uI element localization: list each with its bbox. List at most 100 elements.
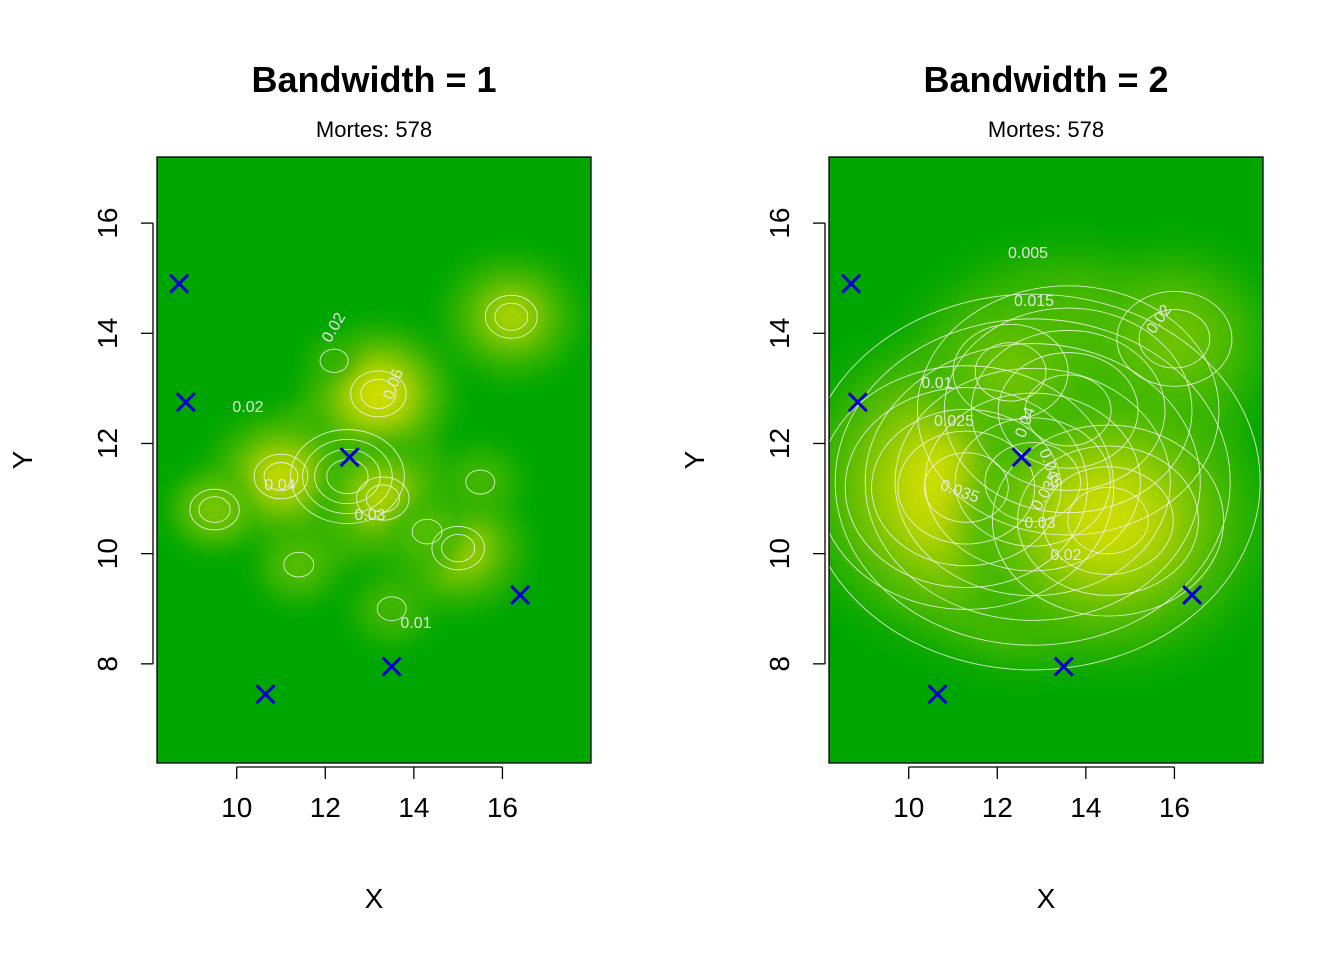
contour-line [290, 429, 405, 525]
density-blob [325, 353, 343, 369]
contour-line [253, 453, 309, 500]
x-tick-label: 14 [1070, 792, 1101, 823]
contour-line [871, 408, 1062, 567]
contour-lines [189, 294, 538, 622]
contour-line [494, 302, 529, 331]
x-tick-label: 12 [982, 792, 1013, 823]
x-tick-label: 10 [893, 792, 924, 823]
contour-line [319, 348, 349, 373]
contour-line [943, 307, 1193, 514]
panel-subtitle: Mortes: 578 [316, 117, 432, 142]
contour-line [360, 378, 397, 409]
contour-label: 0.025 [934, 413, 974, 430]
contour-lines [829, 285, 1261, 671]
y-tick-label: 14 [92, 318, 123, 349]
contour-label: 0.02 [1050, 547, 1081, 564]
contour-line [916, 285, 1220, 536]
panel-title: Bandwidth = 1 [251, 59, 496, 100]
x-tick-label: 10 [221, 792, 252, 823]
panel-subtitle: Mortes: 578 [988, 117, 1104, 142]
density-blob [270, 466, 292, 487]
contour-line [974, 342, 1047, 402]
contour-line [894, 367, 1171, 597]
contour-line [952, 323, 1069, 420]
contour-line [897, 430, 1036, 545]
density-panel-bandwidth-2: Bandwidth = 2 Mortes: 578 0.005 0.015 0.02… [679, 59, 1264, 914]
pump-marker [927, 684, 948, 705]
y-axis: 8 10 12 14 16 [764, 208, 826, 672]
contour-line [376, 596, 407, 622]
contour-line [834, 318, 1231, 646]
contour-line [1042, 466, 1174, 575]
pump-marker [175, 392, 196, 413]
y-tick-label: 10 [764, 538, 795, 569]
contour-line [365, 484, 400, 513]
y-axis-label: Y [7, 450, 38, 469]
contour-line [991, 424, 1225, 617]
density-blob [991, 354, 1030, 390]
contour-line [1017, 445, 1199, 596]
x-tick-label: 16 [487, 792, 518, 823]
contour-line [1067, 487, 1149, 555]
pump-marker [510, 584, 531, 606]
density-blob [383, 600, 401, 617]
pump-marker [381, 656, 402, 677]
plot-frame [828, 156, 1264, 764]
density-blob [205, 500, 225, 519]
pump-marker [1011, 447, 1032, 468]
contour-line [314, 449, 381, 505]
contour-label: 0.005 [1008, 245, 1048, 262]
contour-label: 0.04 [264, 477, 295, 494]
pump-marker [847, 392, 868, 413]
y-tick-label: 16 [92, 208, 123, 239]
density-blob [418, 523, 437, 540]
x-tick-label: 12 [310, 792, 341, 823]
x-tick-label: 14 [398, 792, 429, 823]
plot-frame [156, 156, 592, 764]
pump-marker [1182, 584, 1203, 606]
contour-line [198, 496, 231, 523]
density-blob [289, 556, 308, 573]
contour-line [431, 526, 485, 571]
contour-label: 0.03 [354, 507, 385, 524]
density-blob [367, 383, 390, 405]
y-tick-label: 8 [92, 656, 123, 672]
contour-line [465, 469, 496, 495]
contour-line [984, 442, 1081, 522]
pump-marker [841, 273, 862, 294]
y-axis: 8 10 12 14 16 [92, 208, 154, 672]
x-axis-label: X [1037, 883, 1056, 914]
contour-line [283, 551, 315, 578]
contour-label: 0.02 [232, 399, 263, 416]
density-blob [501, 307, 522, 327]
x-axis-label: X [365, 883, 384, 914]
contour-label: 0.01 [921, 375, 952, 392]
y-tick-label: 14 [764, 318, 795, 349]
contour-line [923, 452, 1009, 523]
pump-marker [169, 273, 190, 294]
contour-line [1138, 309, 1211, 369]
contour-line [263, 462, 299, 491]
density-blob [1155, 321, 1194, 357]
contour-line [411, 518, 443, 545]
contour-line [997, 352, 1139, 469]
contour-line [829, 293, 1261, 671]
y-tick-label: 12 [92, 428, 123, 459]
contour-line [484, 294, 538, 339]
density-blob [372, 489, 394, 509]
contour-label: 0.01 [400, 615, 431, 632]
contour-line [350, 370, 407, 418]
y-axis-label: Y [679, 450, 710, 469]
contour-line [1116, 290, 1233, 387]
density-surface [829, 253, 1263, 664]
contour-line [441, 534, 476, 563]
contour-label: 0.015 [1014, 293, 1054, 310]
density-surface [168, 252, 582, 647]
x-axis: 10 12 14 16 [893, 766, 1190, 823]
y-tick-label: 12 [764, 428, 795, 459]
contour-label: 0.03 [1024, 515, 1055, 532]
plot-area: 0.020.060.020.040.030.01 [157, 157, 591, 763]
contour-line [844, 387, 1088, 589]
y-tick-label: 8 [764, 656, 795, 672]
